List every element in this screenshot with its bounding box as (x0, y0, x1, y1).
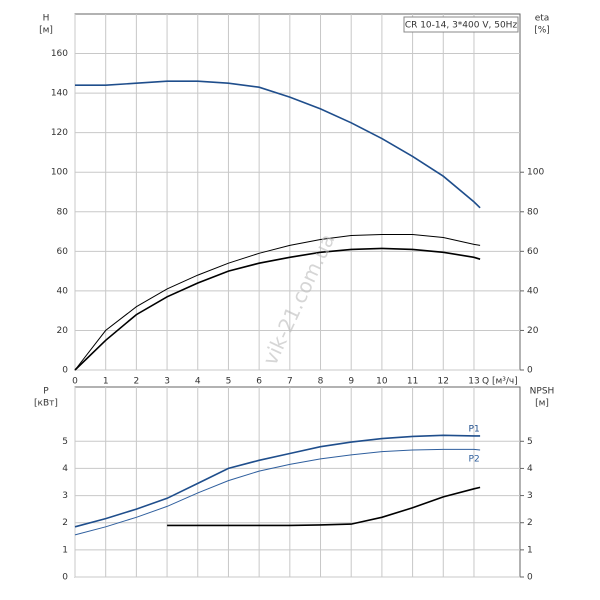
y2-tick-label: 20 (527, 326, 539, 336)
y2-tick-label: 40 (527, 286, 539, 296)
y2-tick-label: 60 (527, 247, 539, 257)
x-tick-label: 6 (256, 377, 262, 387)
y-tick-label: 40 (57, 286, 69, 296)
series-line (74, 434, 481, 528)
y-tick-label: 3 (62, 491, 68, 501)
y2-tick-label: 0 (527, 573, 533, 583)
y-tick-label: 0 (62, 573, 68, 583)
y-tick-label: 100 (51, 168, 68, 178)
x-tick-label: 0 (72, 377, 78, 387)
x-tick-label: 13 (468, 377, 479, 387)
y-tick-label: 4 (62, 464, 68, 474)
y-tick-label: 1 (62, 545, 68, 555)
title-box (403, 16, 519, 33)
y2-tick-label: 0 (527, 366, 533, 376)
y2-tick-label: 4 (527, 464, 533, 474)
y2-axis-unit: [м] (535, 399, 549, 409)
y-tick-label: 0 (62, 366, 68, 376)
y-tick-label: 5 (62, 437, 68, 447)
y2-tick-label: 5 (527, 437, 533, 447)
x-tick-label: 11 (407, 377, 418, 387)
y2-axis-label: NPSH (530, 387, 555, 397)
series-label: P1 (469, 424, 480, 434)
y-tick-label: 80 (57, 207, 69, 217)
x-tick-label: 8 (318, 377, 324, 387)
y2-axis-label: eta (535, 14, 550, 24)
y2-tick-label: 80 (527, 207, 539, 217)
series-line (75, 80, 481, 209)
y-tick-label: 140 (51, 89, 68, 99)
x-tick-label: 2 (134, 377, 140, 387)
plot-area (74, 386, 521, 578)
x-tick-label: 7 (287, 377, 293, 387)
y2-tick-label: 2 (527, 518, 533, 528)
y-tick-label: 2 (62, 518, 68, 528)
y-tick-label: 120 (51, 128, 68, 138)
y-tick-label: 60 (57, 247, 69, 257)
y-axis-unit: [кВт] (34, 399, 58, 409)
y2-tick-label: 3 (527, 491, 533, 501)
series-label: P2 (469, 454, 480, 464)
y-axis-label: H (43, 14, 50, 24)
y2-tick-label: 100 (527, 168, 544, 178)
chart-title: CR 10-14, 3*400 V, 50Hz (405, 21, 518, 31)
series-line (74, 234, 481, 371)
x-tick-label: 4 (195, 377, 201, 387)
x-axis-label: Q [м³/ч] (482, 377, 518, 387)
series-line (74, 448, 481, 536)
x-tick-label: 12 (438, 377, 449, 387)
plot-area (74, 13, 521, 371)
x-tick-label: 5 (226, 377, 232, 387)
y2-tick-label: 1 (527, 545, 533, 555)
y-tick-label: 20 (57, 326, 69, 336)
series-line (167, 486, 481, 527)
x-tick-label: 9 (348, 377, 354, 387)
y-tick-label: 160 (51, 49, 68, 59)
series-line (74, 247, 481, 371)
y-axis-label: P (43, 387, 49, 397)
x-tick-label: 3 (164, 377, 170, 387)
x-tick-label: 1 (103, 377, 109, 387)
x-tick-label: 10 (376, 377, 388, 387)
y2-axis-unit: [%] (534, 26, 550, 36)
y-axis-unit: [м] (39, 26, 53, 36)
